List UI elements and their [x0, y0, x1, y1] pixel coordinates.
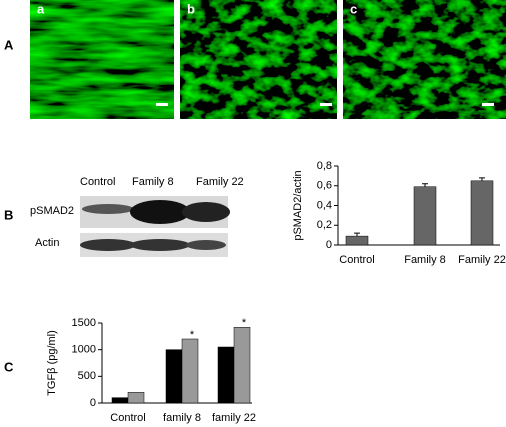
row-label: pSMAD2: [30, 205, 74, 217]
error-bar: [422, 183, 428, 187]
panel-label: A: [4, 37, 14, 52]
y-tick-label: 1000: [72, 344, 96, 356]
panel-label: C: [4, 359, 14, 374]
x-tick-label: Family 8: [404, 254, 446, 266]
significance-mark: *: [242, 317, 247, 329]
band: [186, 240, 226, 250]
bar: [127, 392, 145, 404]
y-tick-label: 0,8: [317, 160, 332, 172]
micrograph: [180, 0, 337, 119]
band: [130, 200, 190, 224]
band: [182, 202, 230, 222]
bar: [181, 338, 199, 404]
x-tick-label: family 22: [212, 412, 256, 424]
row-label: Actin: [35, 237, 59, 249]
lane-label: Control: [80, 176, 115, 188]
x-tick-label: Control: [339, 254, 374, 266]
bar: [233, 327, 251, 404]
y-tick-label: 500: [78, 370, 96, 382]
y-tick-label: 0: [90, 397, 96, 409]
y-tick-label: 0: [326, 239, 332, 251]
lane-label: Family 8: [132, 176, 174, 188]
scale-bar: [482, 103, 494, 106]
band: [82, 204, 134, 214]
panel-label: B: [4, 207, 13, 222]
scale-bar: [156, 103, 168, 106]
bar: [413, 186, 437, 246]
y-axis-label: TGFβ (pg/ml): [46, 330, 58, 396]
x-tick-label: Control: [110, 412, 145, 424]
bar: [165, 349, 183, 404]
image-label: a: [37, 1, 45, 16]
scale-bar: [320, 103, 332, 106]
image-label: b: [187, 1, 195, 16]
image-label: c: [350, 1, 357, 16]
bar: [470, 180, 494, 246]
significance-mark: *: [190, 329, 195, 341]
band: [80, 239, 136, 251]
lane-label: Family 22: [196, 176, 244, 188]
y-tick-label: 0,6: [317, 180, 332, 192]
y-tick-label: 0,4: [317, 199, 332, 211]
band: [130, 239, 190, 251]
bar: [345, 235, 369, 246]
x-tick-label: Family 22: [458, 254, 506, 266]
y-axis-label: pSMAD2/actin: [292, 170, 304, 240]
error-bar: [479, 177, 485, 181]
y-tick-label: 1500: [72, 317, 96, 329]
y-tick-label: 0,2: [317, 219, 332, 231]
bar: [111, 397, 129, 404]
bar: [217, 346, 235, 404]
x-tick-label: family 8: [163, 412, 201, 424]
error-bar: [354, 232, 360, 237]
micrograph: [30, 0, 174, 119]
micrograph: [343, 0, 506, 119]
